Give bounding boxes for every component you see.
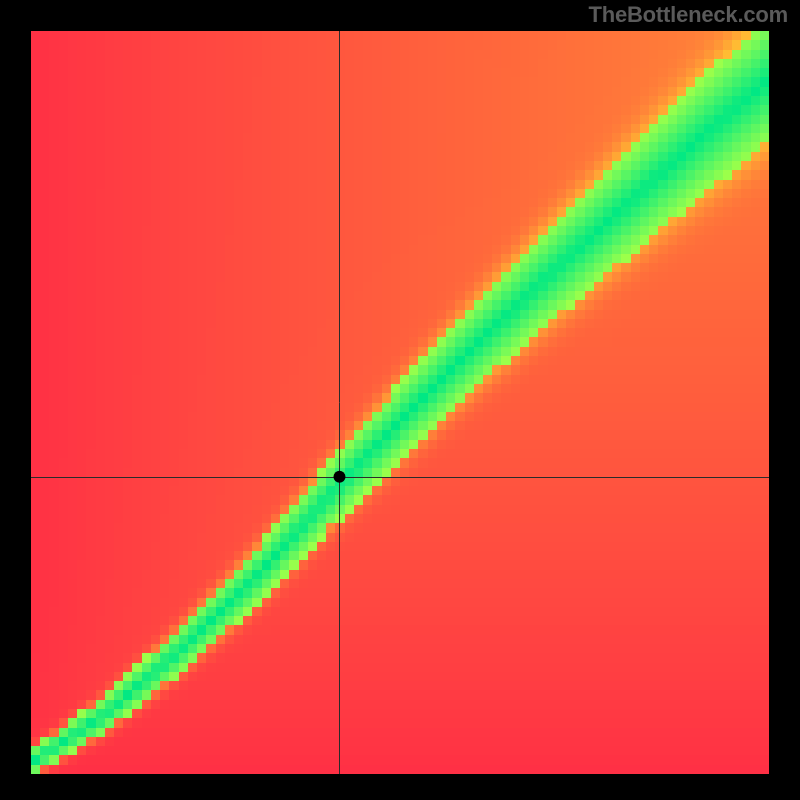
watermark-text: TheBottleneck.com [588,2,788,28]
chart-container: TheBottleneck.com [0,0,800,800]
bottleneck-heatmap [0,0,800,800]
